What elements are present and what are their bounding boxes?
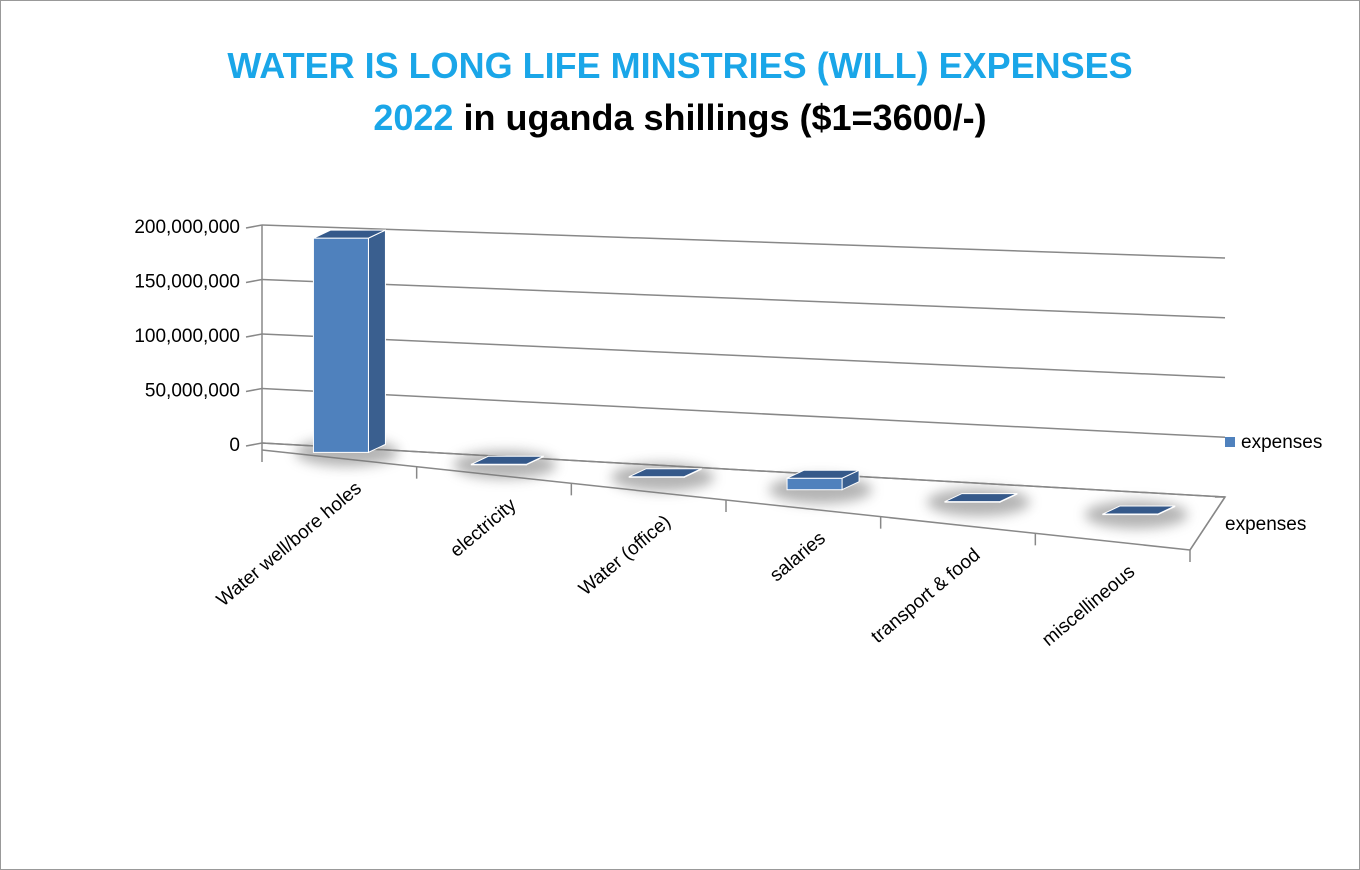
depth-label: expenses: [1225, 514, 1306, 535]
floor-edge: [261, 442, 1227, 551]
y-tick-label: 100,000,000: [134, 326, 240, 347]
grid-line: [261, 333, 1226, 379]
title-rest: in uganda shillings ($1=3600/-): [463, 97, 987, 138]
y-tick-label: 0: [229, 435, 240, 456]
bar-top: [1102, 505, 1176, 515]
title-line: WATER IS LONG LIFE MINSTRIES (WILL) EXPE…: [227, 45, 1133, 86]
bar-top: [786, 469, 860, 479]
title-year: 2022: [373, 97, 454, 138]
y-tick: [245, 333, 263, 338]
x-tick-label: miscellineous: [1038, 561, 1139, 650]
y-tick-label: 200,000,000: [134, 217, 240, 238]
bar: [786, 477, 843, 491]
x-tick-label: Water well/bore holes: [213, 478, 366, 611]
grid-line: [261, 442, 1226, 498]
title-line: 2022 in uganda shillings ($1=3600/-): [0, 92, 1360, 144]
bar: [312, 237, 369, 453]
grid-line: [261, 224, 1226, 259]
y-tick: [245, 387, 263, 393]
bar-top: [944, 493, 1018, 503]
bar-top: [471, 455, 544, 465]
x-tick-label: electricity: [446, 494, 521, 561]
chart-title: WATER IS LONG LIFE MINSTRIES (WILL) EXPE…: [0, 40, 1360, 144]
y-tick-label: 50,000,000: [145, 381, 240, 402]
bar-top: [313, 229, 386, 239]
y-tick: [245, 442, 263, 447]
depth-tick: [1189, 496, 1226, 551]
y-tick: [245, 224, 263, 229]
grid-line: [261, 387, 1226, 438]
x-tick-label: Water (office): [575, 511, 675, 600]
bar-side: [367, 229, 386, 454]
grid-line: [261, 278, 1226, 319]
y-tick: [245, 278, 263, 284]
x-tick-label: transport & food: [867, 545, 984, 648]
x-tick-label: salaries: [766, 528, 830, 586]
y-tick-label: 150,000,000: [134, 272, 240, 293]
legend-label: expenses: [1241, 432, 1322, 453]
legend-swatch: [1225, 437, 1235, 447]
bar-top: [628, 468, 702, 478]
